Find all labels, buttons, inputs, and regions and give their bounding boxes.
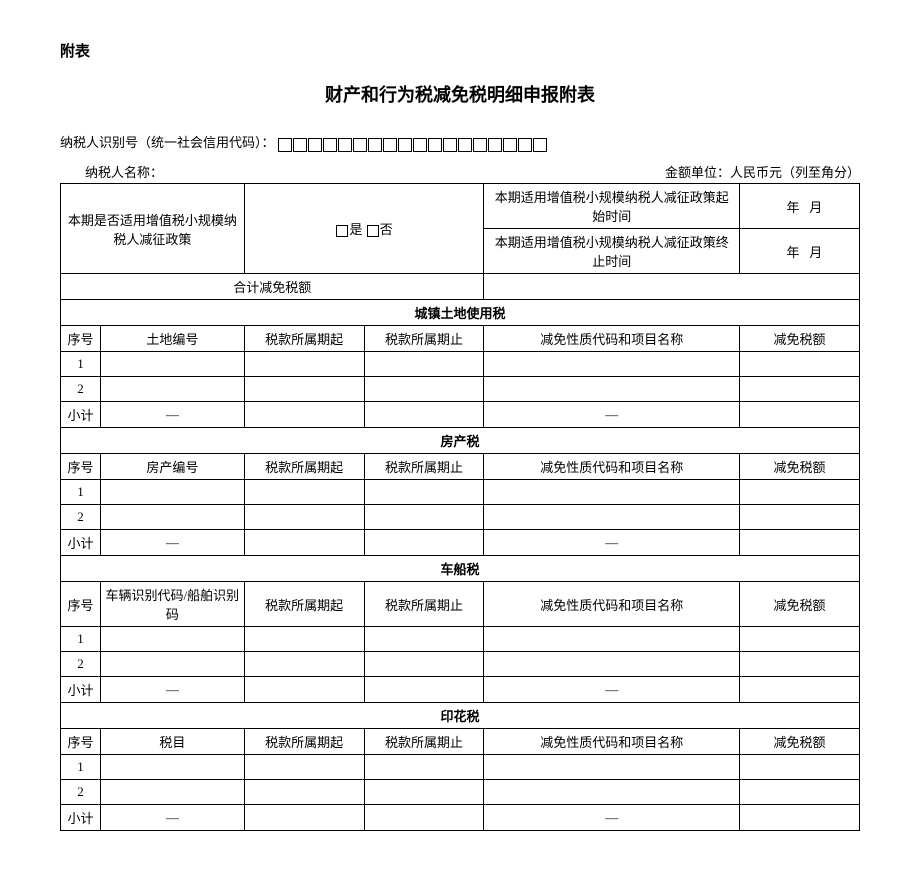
section-stamp-title: 印花税 [61, 703, 860, 729]
checkbox-yes[interactable] [336, 225, 348, 237]
taxid-box [518, 138, 532, 152]
table-row: 2 [61, 780, 860, 805]
subtotal-row: 小计 — — [61, 530, 860, 556]
taxid-box [443, 138, 457, 152]
policy-start-ym: 年 月 [740, 184, 860, 229]
taxid-box [353, 138, 367, 152]
taxid-box [413, 138, 427, 152]
taxid-label: 纳税人识别号（统一社会信用代码）： [60, 135, 275, 150]
taxid-box [278, 138, 292, 152]
table-row: 2 [61, 652, 860, 677]
section-stamp-header: 序号 税目 税款所属期起 税款所属期止 减免性质代码和项目名称 减免税额 [61, 729, 860, 755]
currency-unit-label: 金额单位：人民币元（列至角分） [665, 162, 860, 181]
subtotal-row: 小计 — — [61, 402, 860, 428]
total-exempt-value [484, 274, 860, 300]
table-row: 1 [61, 755, 860, 780]
taxid-row: 纳税人识别号（统一社会信用代码）： [60, 132, 860, 152]
name-unit-row: 纳税人名称： 金额单位：人民币元（列至角分） [60, 162, 860, 181]
subtotal-row: 小计 — — [61, 677, 860, 703]
taxid-box [383, 138, 397, 152]
taxid-box [308, 138, 322, 152]
section-land-header: 序号 土地编号 税款所属期起 税款所属期止 减免性质代码和项目名称 减免税额 [61, 326, 860, 352]
main-table: 本期是否适用增值税小规模纳税人减征政策 是 否 本期适用增值税小规模纳税人减征政… [60, 183, 860, 831]
taxid-box [323, 138, 337, 152]
section-vehicle-title: 车船税 [61, 556, 860, 582]
policy-end-label: 本期适用增值税小规模纳税人减征政策终止时间 [484, 229, 740, 274]
taxid-box [398, 138, 412, 152]
yes-label: 是 [349, 222, 362, 237]
section-house-title: 房产税 [61, 428, 860, 454]
section-vehicle-header: 序号 车辆识别代码/船舶识别码 税款所属期起 税款所属期止 减免性质代码和项目名… [61, 582, 860, 627]
policy-start-label: 本期适用增值税小规模纳税人减征政策起始时间 [484, 184, 740, 229]
table-row: 1 [61, 627, 860, 652]
taxid-box [503, 138, 517, 152]
section-house-header: 序号 房产编号 税款所属期起 税款所属期止 减免性质代码和项目名称 减免税额 [61, 454, 860, 480]
checkbox-no[interactable] [367, 225, 379, 237]
total-exempt-label: 合计减免税额 [61, 274, 484, 300]
taxid-boxes [278, 136, 548, 152]
taxid-box [458, 138, 472, 152]
table-row: 1 [61, 480, 860, 505]
taxpayer-name-label: 纳税人名称： [85, 162, 163, 181]
taxid-box [533, 138, 547, 152]
taxid-box [338, 138, 352, 152]
table-row: 2 [61, 377, 860, 402]
taxid-box [473, 138, 487, 152]
no-label: 否 [380, 222, 393, 237]
policy-end-ym: 年 月 [740, 229, 860, 274]
attachment-label: 附表 [60, 40, 860, 61]
section-land-title: 城镇土地使用税 [61, 300, 860, 326]
taxid-box [428, 138, 442, 152]
page-title: 财产和行为税减免税明细申报附表 [60, 81, 860, 107]
taxid-box [488, 138, 502, 152]
policy-question: 本期是否适用增值税小规模纳税人减征政策 [61, 184, 245, 274]
table-row: 1 [61, 352, 860, 377]
subtotal-row: 小计 — — [61, 805, 860, 831]
taxid-box [293, 138, 307, 152]
taxid-box [368, 138, 382, 152]
table-row: 2 [61, 505, 860, 530]
policy-yesno: 是 否 [244, 184, 484, 274]
